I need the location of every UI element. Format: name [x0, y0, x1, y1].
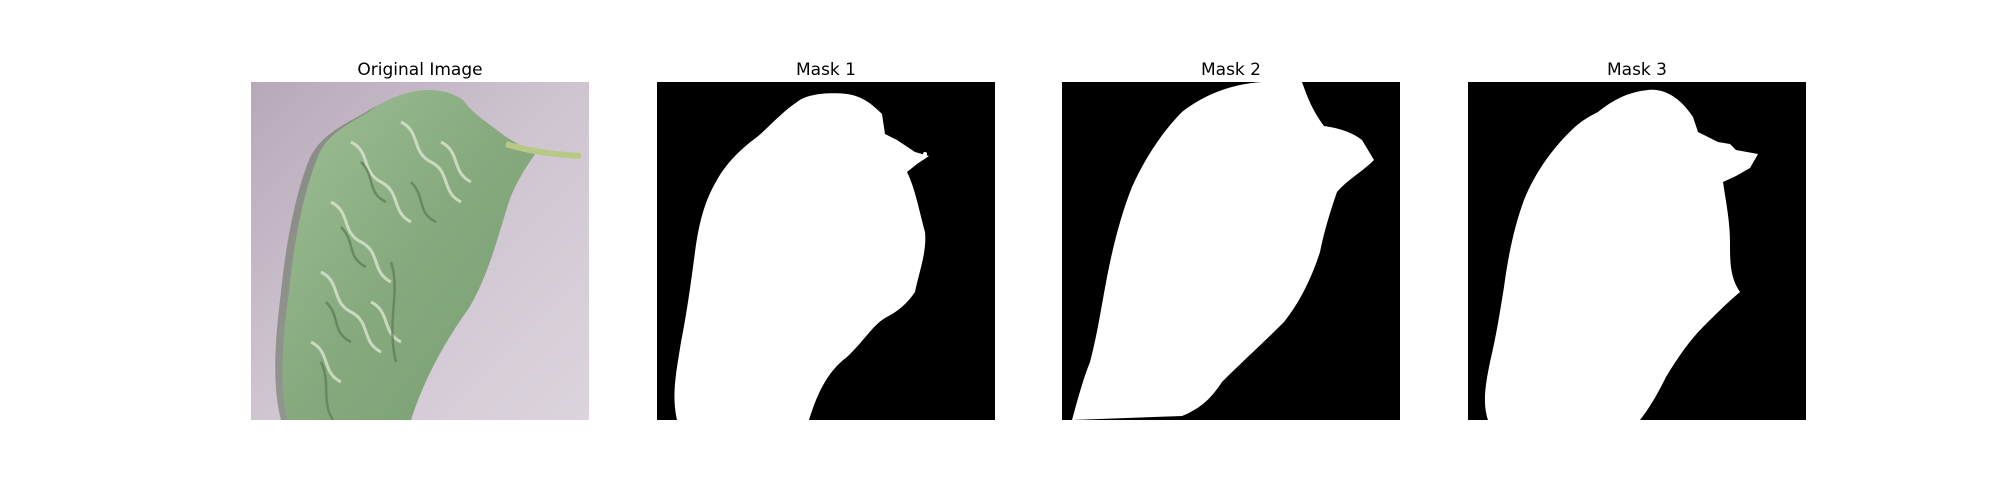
panel-title: Mask 1 — [657, 58, 995, 82]
panel-title: Original Image — [251, 58, 589, 82]
original-image — [251, 82, 589, 420]
mask-3-shape — [1468, 82, 1806, 420]
leaf-photo — [251, 82, 589, 420]
mask-1-shape — [657, 82, 995, 420]
mask-1-image — [657, 82, 995, 420]
panel-title: Mask 3 — [1468, 58, 1806, 82]
mask-2-shape — [1062, 82, 1400, 420]
mask-3-panel: Mask 3 — [1468, 58, 1806, 420]
mask-1-panel: Mask 1 — [657, 58, 995, 420]
mask-3-image — [1468, 82, 1806, 420]
panel-title: Mask 2 — [1062, 58, 1400, 82]
mask-2-panel: Mask 2 — [1062, 58, 1400, 420]
original-image-panel: Original Image — [251, 58, 589, 420]
mask-2-image — [1062, 82, 1400, 420]
